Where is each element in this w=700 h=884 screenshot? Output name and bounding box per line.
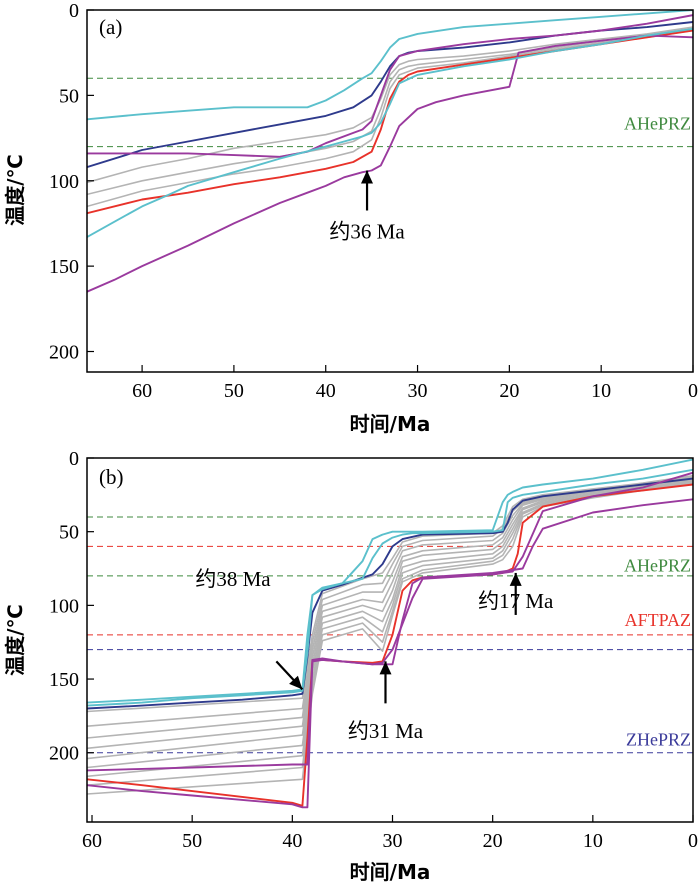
panel-a-x-tick-label: 10 bbox=[591, 380, 611, 402]
panel-a-x-tick-label: 0 bbox=[688, 380, 698, 402]
panel-a-x-tick-label: 20 bbox=[499, 380, 519, 402]
panel-a-y-tick-label: 50 bbox=[59, 85, 79, 107]
panel-b-series-group bbox=[87, 458, 693, 809]
panel-b-series-line-8-gray bbox=[87, 482, 693, 795]
panel-b-x-tick-label: 0 bbox=[688, 830, 698, 852]
panel-b-series-line-10-red bbox=[87, 483, 693, 807]
panel-b-series-line-1-gray bbox=[87, 476, 693, 727]
panel-b-y-tick-label: 200 bbox=[49, 743, 79, 765]
panel-b-series-line-11-purple bbox=[87, 498, 693, 809]
panel-b-y-tick-label: 100 bbox=[49, 595, 79, 617]
panel-b-series-line-12-purple bbox=[87, 471, 693, 772]
panel-b-series-line-0-gray bbox=[87, 474, 693, 713]
panel-a-plot-frame bbox=[86, 9, 694, 373]
panel-b-x-tick-label: 20 bbox=[483, 830, 503, 852]
panel-b-annotation-label-1: 约31 Ma bbox=[348, 719, 424, 743]
panel-a-series-line-5-red bbox=[87, 29, 693, 215]
panel-b-x-tick-label: 50 bbox=[182, 830, 202, 852]
panel-a-annotation-arrow-0-head bbox=[361, 170, 373, 184]
panel-b-series-line-9-navy bbox=[87, 477, 693, 710]
panel-b-y-tick-label: 0 bbox=[69, 448, 79, 470]
panel-a-x-tick-label: 40 bbox=[316, 380, 336, 402]
panel-b-y-tick-label: 150 bbox=[49, 669, 79, 691]
panel-b-y-axis-title: 温度/℃ bbox=[3, 604, 27, 676]
panel-b-x-tick-label: 10 bbox=[583, 830, 603, 852]
panel-b-series-line-13-cyan bbox=[87, 468, 693, 707]
panel-b-annotation-label-2: 约17 Ma bbox=[478, 589, 554, 613]
panel-b-x-axis-title: 时间/Ma bbox=[350, 860, 431, 884]
panel-a-series-group bbox=[87, 10, 693, 293]
panel-b-x-tick-label: 30 bbox=[383, 830, 403, 852]
panel-b-annotation-arrow-0-head bbox=[289, 675, 303, 690]
panel-a-series-line-0-cyan bbox=[87, 10, 693, 121]
panel-b-label: (b) bbox=[99, 465, 124, 489]
panel-a-series-line-8-cyan bbox=[87, 27, 693, 238]
panel-a-zone-label-aheprz: AHePRZ bbox=[624, 114, 691, 134]
panel-a-series-line-3-gray bbox=[87, 28, 693, 196]
panel-a-y-tick-label: 100 bbox=[49, 171, 79, 193]
panel-b-annotation-arrow-2-head bbox=[509, 572, 522, 586]
panel-b-annotation-arrow-1-head bbox=[379, 661, 392, 675]
panel-b-series-line-4-gray bbox=[87, 479, 693, 760]
panel-b-series-line-6-gray bbox=[87, 480, 693, 778]
panel-a-x-tick-label: 50 bbox=[224, 380, 244, 402]
panel-a-x-tick-label: 60 bbox=[132, 380, 152, 402]
panel-b-zone-label-zheprz: ZHePRZ bbox=[626, 729, 691, 749]
panel-a-series-line-2-gray bbox=[87, 26, 693, 184]
panel-a-y-tick-label: 200 bbox=[49, 342, 79, 364]
panel-a: (a) 时间/Ma 温度/℃ 60 50 40 30 20 10 0050100150200… bbox=[3, 0, 698, 436]
panel-b: (b) 时间/Ma 温度/℃ 60 50 40 30 20 10 0050100150200… bbox=[3, 448, 698, 884]
panel-a-y-tick-label: 150 bbox=[49, 256, 79, 278]
panel-b-series-line-5-gray bbox=[87, 479, 693, 769]
panel-b-x-tick-label: 60 bbox=[82, 830, 102, 852]
panel-b-plot-frame bbox=[86, 457, 694, 823]
panel-b-x-tick-label: 40 bbox=[282, 830, 302, 852]
panel-a-x-tick-label: 30 bbox=[408, 380, 428, 402]
panel-b-zone-label-aftpaz: AFTPAZ bbox=[625, 610, 691, 630]
panel-b-y-tick-label: 50 bbox=[59, 522, 79, 544]
panel-b-series-line-2-gray bbox=[87, 477, 693, 739]
panel-a-series-line-4-gray bbox=[87, 29, 693, 208]
panel-a-series-line-6-purple bbox=[87, 14, 693, 158]
panel-b-annotation-label-0: 约38 Ma bbox=[195, 567, 271, 591]
panel-a-label: (a) bbox=[99, 15, 122, 39]
panel-b-zone-label-aheprz: AHePRZ bbox=[624, 555, 691, 575]
panel-a-x-axis-title: 时间/Ma bbox=[350, 412, 431, 436]
panel-a-annotation-label-0: 约36 Ma bbox=[329, 220, 405, 244]
panel-b-series-line-3-gray bbox=[87, 477, 693, 750]
panel-a-series-line-7-purple bbox=[87, 34, 693, 293]
panel-a-y-tick-label: 0 bbox=[69, 0, 79, 22]
panel-b-series-line-14-cyan bbox=[87, 458, 693, 704]
panel-a-y-axis-title: 温度/℃ bbox=[3, 154, 27, 226]
